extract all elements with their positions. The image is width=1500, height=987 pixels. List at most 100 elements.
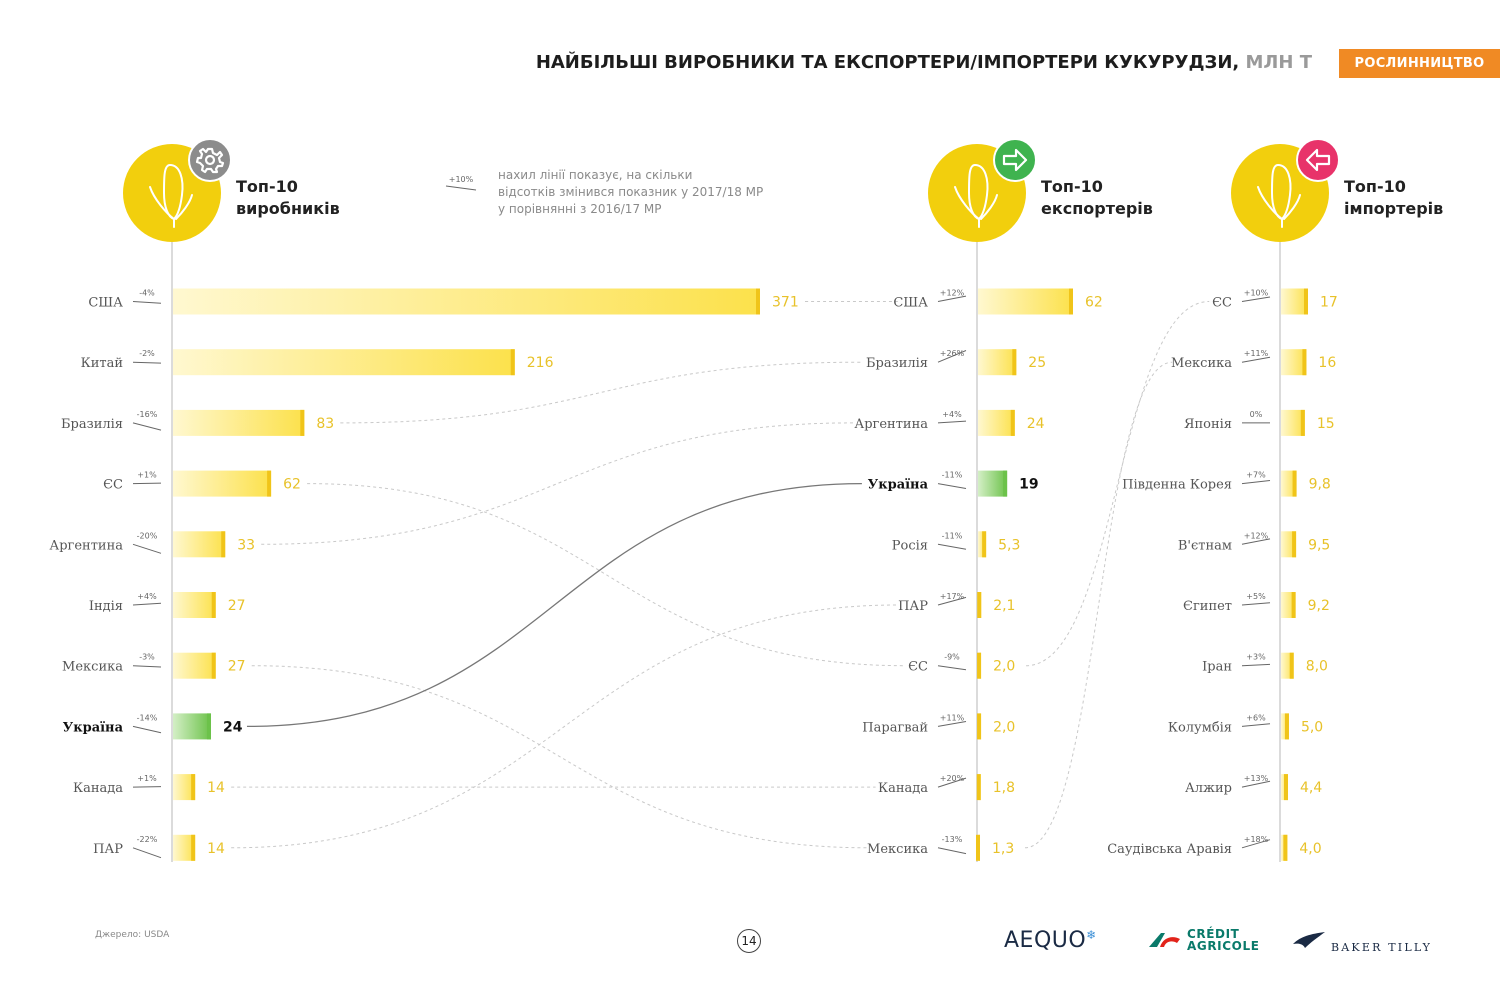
slope-legend: +10% нахил лінії показує, на скільки відсо…: [445, 168, 763, 216]
value-label: 24: [223, 719, 243, 735]
value-label: 9,8: [1309, 477, 1331, 493]
value-label: 25: [1028, 355, 1046, 371]
value-label: 5,3: [998, 537, 1020, 553]
panel-title-line1: Топ-10: [1041, 177, 1103, 196]
legend-slope-line: [445, 185, 477, 191]
page-number: 14: [737, 929, 761, 953]
bar-cap: [1012, 349, 1017, 376]
category-label: Аргентина: [49, 538, 123, 553]
value-label: 5,0: [1301, 719, 1323, 735]
connector-lines: [231, 300, 1210, 849]
value-label: 9,5: [1308, 537, 1330, 553]
value-label: 62: [1085, 295, 1103, 311]
slope-line: [937, 777, 967, 788]
category-label: ЄС: [908, 660, 928, 675]
change-label: +13%: [1244, 774, 1269, 783]
connector-line: [307, 483, 906, 667]
category-label: Мексика: [1171, 356, 1232, 371]
bar-cap: [977, 652, 982, 679]
value-label: 9,2: [1308, 598, 1330, 614]
slope-line: [132, 602, 162, 606]
arrow-right-icon: [1002, 148, 1028, 172]
snowflake-icon: ❄: [1086, 928, 1097, 942]
category-label: Мексика: [62, 660, 123, 675]
bar: [978, 349, 1017, 376]
bar-cap: [211, 592, 216, 618]
slope-line: [937, 483, 967, 490]
value-label: 27: [228, 659, 246, 675]
change-label: -3%: [139, 653, 155, 662]
bar: [173, 531, 226, 558]
category-label: ЄС: [103, 478, 123, 493]
category-label: Бразилія: [866, 356, 928, 371]
panel-title: Топ-10 виробників: [236, 177, 340, 218]
corn-icon: [954, 163, 998, 228]
bar-cap: [1304, 288, 1308, 315]
bar-cap: [1302, 349, 1307, 376]
page-title: НАЙБІЛЬШІ ВИРОБНИКИ ТА ЕКСПОРТЕРИ/ІМПОРТ…: [536, 52, 1312, 73]
bar-cap: [510, 349, 515, 376]
change-label: -20%: [137, 531, 158, 540]
category-label: Алжир: [1185, 781, 1232, 796]
bar-cap: [191, 774, 196, 801]
category-label: США: [893, 296, 928, 311]
change-label: +12%: [940, 289, 965, 298]
legend-text: відсотків змінився показник у 2017/18 МР: [498, 185, 763, 199]
corn-leaf-left: [954, 186, 980, 220]
corn-leaf-left: [1257, 186, 1283, 220]
corn-icon: [149, 163, 193, 228]
slope-line: [937, 665, 967, 671]
category-label: Південна Корея: [1122, 478, 1232, 493]
slope-line: [1241, 356, 1271, 363]
bar-cap: [1010, 409, 1015, 436]
badge-circle: [1296, 138, 1340, 182]
value-label: 4,0: [1299, 841, 1321, 857]
change-label: +6%: [1246, 713, 1266, 722]
bar-cap: [1003, 470, 1008, 497]
panel-title-line1: Топ-10: [236, 177, 298, 196]
category-label: ПАР: [93, 842, 123, 857]
corn-leaf-left: [149, 186, 175, 220]
bar-cap: [1292, 531, 1297, 558]
change-label: -11%: [942, 471, 963, 480]
change-label: -13%: [942, 835, 963, 844]
category-label: Індія: [89, 599, 123, 614]
bar-cap: [1283, 774, 1288, 801]
source-note: Джерело: USDA: [95, 930, 170, 940]
section-badge[interactable]: РОСЛИННИЦТВО: [1339, 49, 1500, 78]
category-label: Аргентина: [854, 417, 928, 432]
slope-line: [1241, 663, 1271, 667]
arrow-left-icon: [1305, 148, 1331, 172]
slope-line: [937, 420, 967, 424]
slope-line: [937, 295, 967, 302]
change-label: -11%: [942, 531, 963, 540]
panel-title: Топ-10 експортерів: [1041, 177, 1153, 218]
corn-leaf-right: [175, 194, 193, 220]
category-label: Парагвай: [862, 720, 928, 735]
change-label: +12%: [1244, 531, 1269, 540]
value-label: 83: [316, 416, 334, 432]
bar-cap: [756, 288, 760, 315]
bar: [173, 834, 196, 861]
category-label: В'єтнам: [1178, 538, 1232, 553]
bird-icon: [1293, 931, 1325, 948]
value-label: 2,0: [993, 719, 1015, 735]
bar-cap: [191, 834, 196, 861]
change-label: -22%: [137, 835, 158, 844]
ukraine-connector-line: [246, 482, 862, 728]
category-label: Японія: [1184, 417, 1232, 432]
bar: [978, 409, 1015, 436]
category-label: Китай: [81, 356, 123, 371]
value-label: 33: [237, 537, 255, 553]
bar-cap: [300, 409, 305, 436]
change-label: +1%: [137, 471, 157, 480]
category-label: Саудівська Аравія: [1107, 842, 1232, 857]
category-label: Мексика: [867, 842, 928, 857]
change-label: +10%: [1244, 289, 1269, 298]
aequo-logo-text: AEQUO: [1004, 928, 1087, 953]
value-label: 16: [1318, 355, 1336, 371]
bar-cap: [267, 470, 272, 497]
slope-line: [1241, 780, 1271, 788]
gear-outline: [195, 147, 225, 174]
credit-agricole-icon: [1149, 933, 1180, 947]
